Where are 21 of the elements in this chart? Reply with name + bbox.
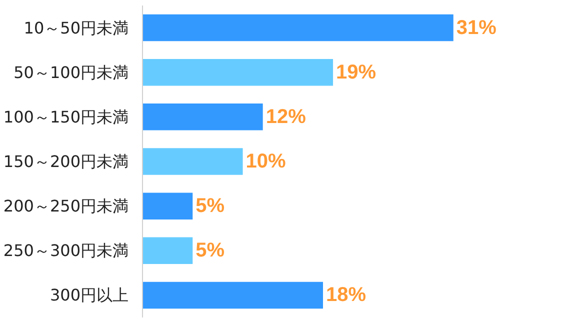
bar (142, 14, 454, 42)
y-tick-label: 150～200円未満 (3, 152, 128, 171)
bar (142, 282, 324, 309)
data-label: 5% (196, 195, 225, 218)
y-tick-label: 300円以上 (50, 286, 129, 305)
y-tick-label: 200～250円未満 (3, 196, 128, 216)
data-label: 31% (456, 16, 497, 39)
data-label: 12% (266, 106, 306, 128)
y-tick-label: 100～150円未満 (3, 107, 128, 126)
y-tick-label: 50～100円未満 (14, 62, 129, 82)
bar (142, 58, 334, 86)
bar (142, 148, 243, 175)
data-label: 19% (336, 61, 376, 84)
data-label: 10% (246, 150, 286, 172)
bar (142, 237, 193, 264)
y-tick-label: 10～50円未満 (24, 18, 128, 38)
data-label: 5% (196, 240, 225, 262)
data-label: 18% (326, 284, 366, 306)
bar (142, 192, 193, 220)
bar (142, 104, 263, 130)
y-tick-label: 250～300円未満 (3, 241, 128, 260)
